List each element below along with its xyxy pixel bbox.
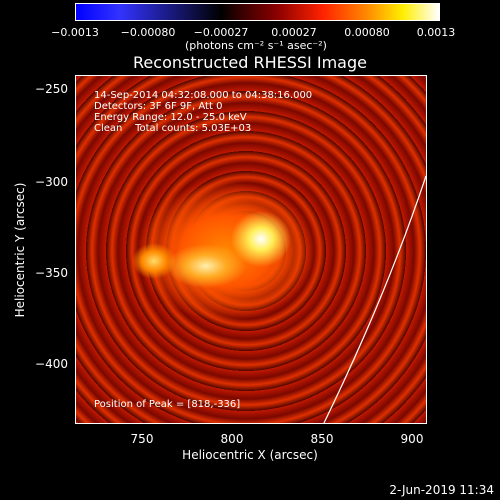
colorbar-tick: 0.00027 (271, 26, 317, 39)
footer-timestamp: 2-Jun-2019 11:34 (389, 483, 494, 497)
x-tick: 850 (310, 432, 334, 446)
colorbar-tick: −0.00080 (120, 26, 176, 39)
limb-overlay (323, 175, 426, 423)
x-tick: 900 (400, 432, 424, 446)
colorbar-units: (photons cm⁻² s⁻¹ asec⁻²) (185, 39, 327, 52)
y-tick: −300 (35, 175, 68, 189)
colorbar-tick: 0.0013 (416, 26, 456, 39)
x-tick: 800 (220, 432, 244, 446)
colorbar-tick: −0.00027 (193, 26, 249, 39)
colorbar-tick: −0.0013 (51, 26, 99, 39)
y-axis-label: Heliocentric Y (arcsec) (13, 182, 27, 318)
solar-limb-line (323, 175, 426, 423)
colorbar (75, 3, 440, 21)
x-tick: 750 (130, 432, 154, 446)
colorbar-tick: 0.00080 (344, 26, 390, 39)
plot-title: Reconstructed RHESSI Image (133, 53, 367, 72)
y-tick: −400 (35, 357, 68, 371)
time-range-label: 14-Sep-2014 04:32:08.000 to 04:38:16.000 (94, 90, 313, 101)
clean-counts-label: Clean Total counts: 5.03E+03 (94, 123, 252, 134)
y-tick: −350 (35, 266, 68, 280)
y-tick: −250 (35, 82, 68, 96)
x-axis-label: Heliocentric X (arcsec) (182, 448, 318, 462)
energy-range-label: Energy Range: 12.0 - 25.0 keV (94, 112, 247, 123)
peak-position-label: Position of Peak = [818,-336] (94, 399, 241, 410)
image-plot[interactable]: 14-Sep-2014 04:32:08.000 to 04:38:16.000… (75, 75, 427, 424)
detectors-label: Detectors: 3F 6F 9F, Att 0 (94, 101, 223, 112)
